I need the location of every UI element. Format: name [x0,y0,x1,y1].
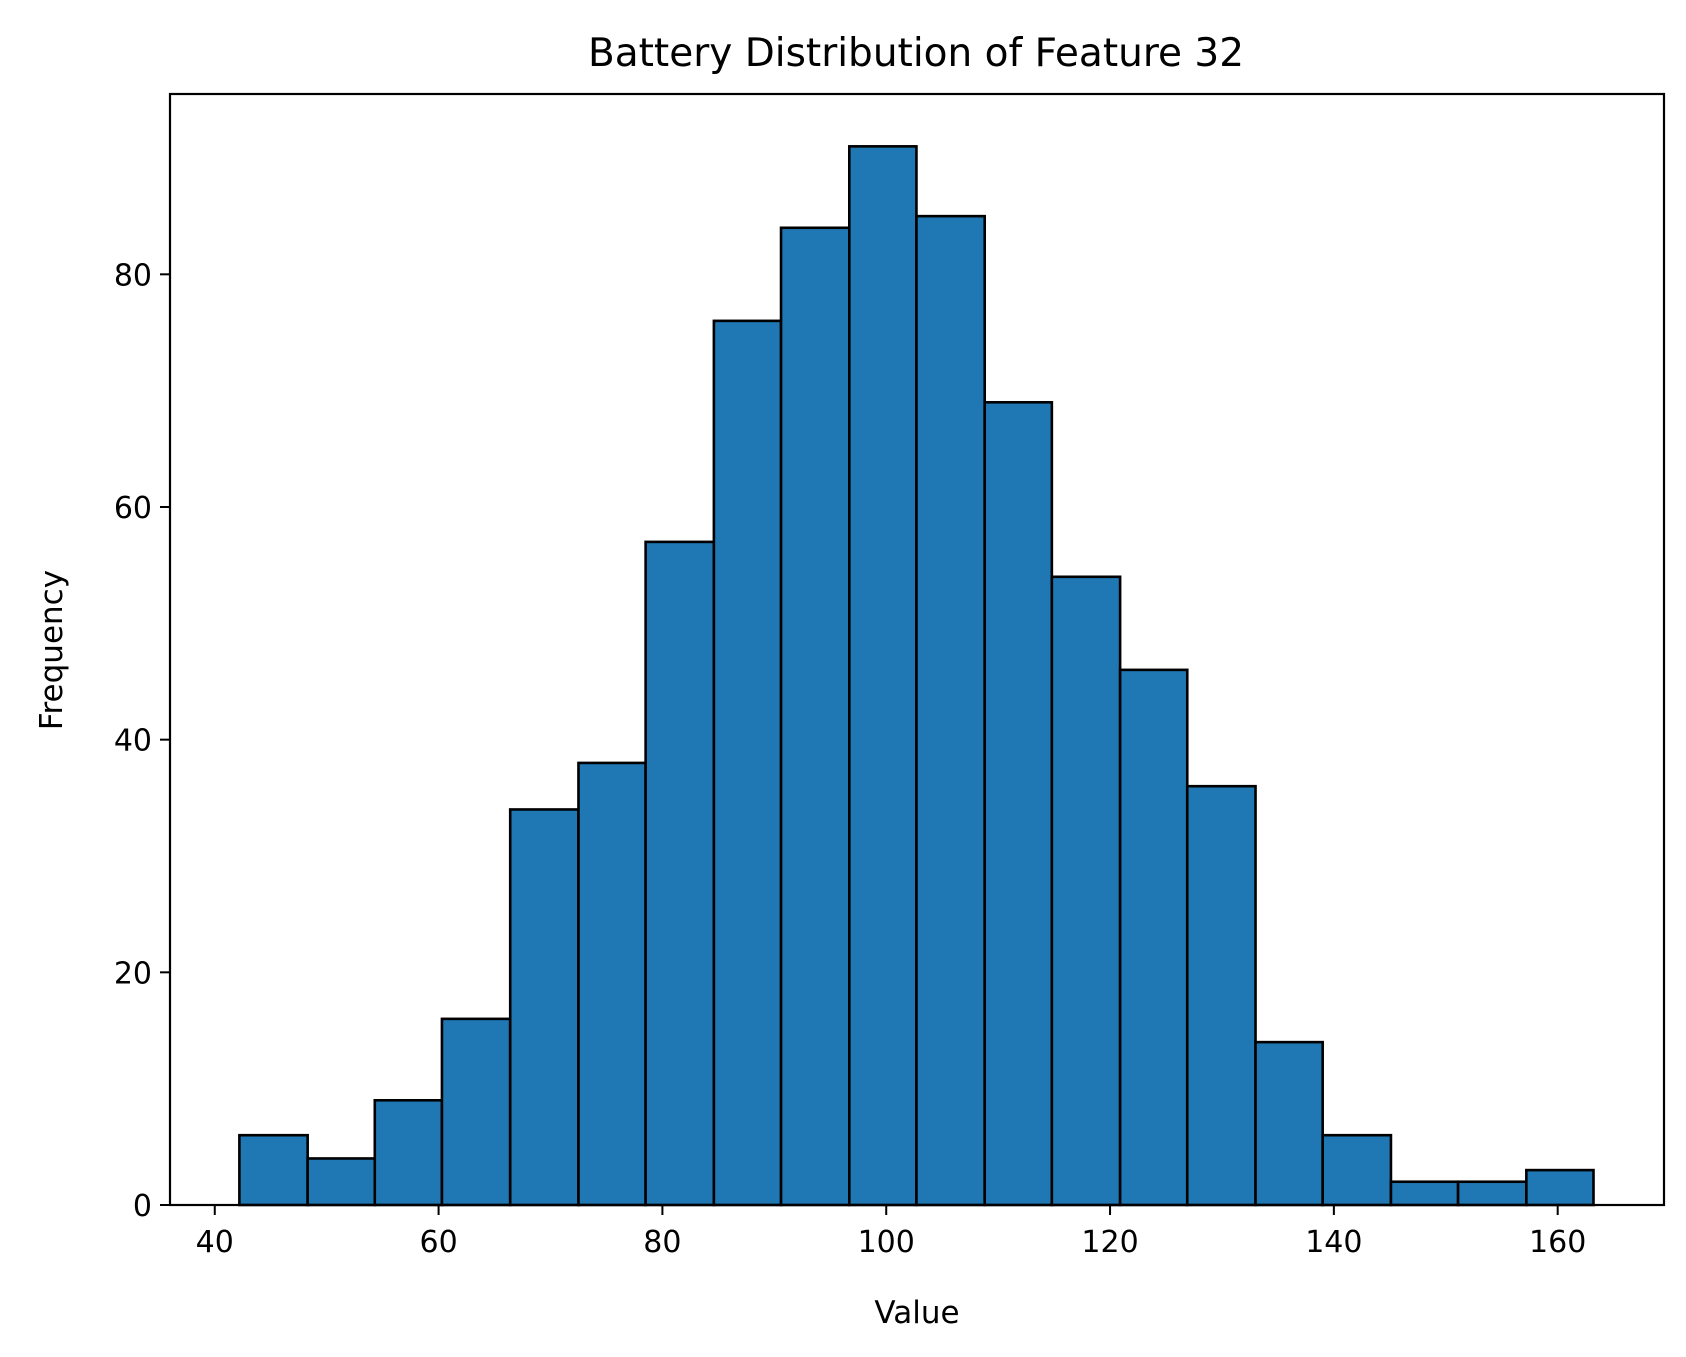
y-axis-ticks: 0 20 40 60 80 [114,258,170,1224]
histogram-bar [847,145,918,1207]
histogram-bar [983,400,1054,1207]
y-tick-label: 40 [114,724,152,759]
histogram-bar [1254,1040,1324,1207]
histogram-bar [1389,1180,1460,1207]
bars-group [238,145,1595,1207]
x-axis-ticks: 40 60 80 100 120 140 160 [196,1205,1586,1260]
histogram-bar [508,808,580,1207]
x-tick-label: 40 [196,1225,234,1260]
histogram-bar [1185,784,1257,1207]
histogram-bar [238,1133,309,1207]
x-tick-label: 60 [419,1225,457,1260]
y-axis-label: Frequency [34,570,70,730]
histogram-bar [1525,1168,1595,1207]
histogram-bar [712,319,783,1207]
x-tick-label: 160 [1529,1225,1586,1260]
histogram-bar [306,1157,377,1207]
histogram-bar [915,214,987,1207]
plot-frame [168,92,1666,1207]
histogram-bar [1050,575,1122,1207]
y-tick-label: 20 [114,956,152,991]
y-tick-label: 60 [114,491,152,526]
histogram-bar [1118,668,1189,1207]
histogram-bar [373,1098,444,1207]
x-tick-label: 80 [643,1225,681,1260]
histogram-bar [779,226,851,1207]
y-tick-label: 0 [133,1189,152,1224]
histogram-bar [577,761,647,1207]
histogram-bar [440,1017,512,1207]
chart-title: Battery Distribution of Feature 32 [588,31,1244,76]
histogram-bar [1456,1180,1528,1207]
x-tick-label: 100 [858,1225,915,1260]
histogram-bar [644,540,716,1207]
histogram-bar [1321,1133,1393,1207]
x-tick-label: 120 [1081,1225,1138,1260]
x-axis-label: Value [874,1295,959,1331]
y-tick-label: 80 [114,258,152,293]
x-tick-label: 140 [1305,1225,1362,1260]
